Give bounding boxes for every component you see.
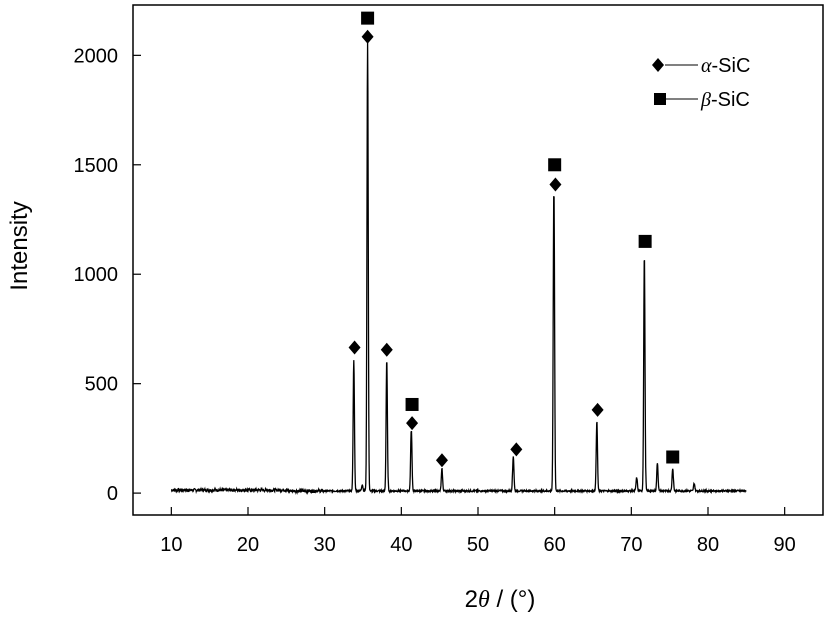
tick-labels: 10 20 30 40 50 60 70 80 90 0 500 1000 1500 2000: [74, 45, 796, 556]
x-tick-label: 80: [697, 534, 719, 556]
x-tick-label: 90: [774, 534, 796, 556]
legend-square-marker: [654, 93, 666, 105]
beta-sic-marker: [548, 158, 562, 172]
x-tick-label: 30: [314, 534, 336, 556]
x-axis-title-suffix: / (°): [490, 586, 536, 613]
beta-sic-marker: [361, 11, 375, 25]
legend-symbol-alpha: α: [701, 55, 712, 77]
alpha-sic-marker: [510, 442, 523, 457]
x-tick-label: 60: [544, 534, 566, 556]
y-tick-label: 1500: [74, 155, 119, 177]
x-tick-label: 20: [237, 534, 259, 556]
y-axis-title: Intensity: [6, 201, 33, 290]
legend-label-alpha: α-SiC: [701, 55, 750, 77]
x-tick-label: 50: [467, 534, 489, 556]
alpha-sic-marker: [549, 177, 562, 192]
legend-suffix-alpha: -SiC: [712, 55, 751, 77]
alpha-sic-marker: [591, 402, 604, 417]
x-tick-label: 70: [620, 534, 642, 556]
plot-frame: [132, 4, 824, 516]
y-tick-label: 500: [85, 374, 118, 396]
legend-suffix-beta: -SiC: [711, 89, 750, 111]
alpha-sic-marker: [348, 340, 361, 355]
x-axis-title-symbol: θ: [478, 587, 490, 613]
xrd-spectrum-line: [170, 42, 747, 495]
beta-sic-marker: [666, 450, 680, 464]
beta-sic-marker: [405, 397, 419, 411]
axis-ticks: [133, 54, 786, 515]
x-tick-label: 40: [390, 534, 412, 556]
alpha-sic-marker: [361, 29, 374, 44]
y-tick-label: 2000: [74, 45, 119, 67]
x-tick-label: 10: [160, 534, 182, 556]
legend: α-SiC β-SiC: [652, 55, 750, 111]
beta-sic-marker: [638, 234, 652, 248]
legend-label-beta: β-SiC: [700, 89, 750, 111]
y-tick-label: 0: [107, 483, 118, 505]
x-axis-title: 2θ / (°): [465, 586, 536, 613]
legend-item-beta: β-SiC: [654, 89, 750, 111]
legend-diamond-marker: [652, 58, 664, 72]
alpha-sic-marker: [406, 416, 419, 431]
x-axis-title-prefix: 2: [465, 586, 478, 613]
peak-markers: [348, 11, 680, 468]
alpha-sic-marker: [435, 453, 448, 468]
legend-symbol-beta: β: [700, 89, 711, 111]
y-tick-label: 1000: [74, 264, 119, 286]
legend-item-alpha: α-SiC: [652, 55, 750, 77]
alpha-sic-marker: [380, 342, 393, 357]
